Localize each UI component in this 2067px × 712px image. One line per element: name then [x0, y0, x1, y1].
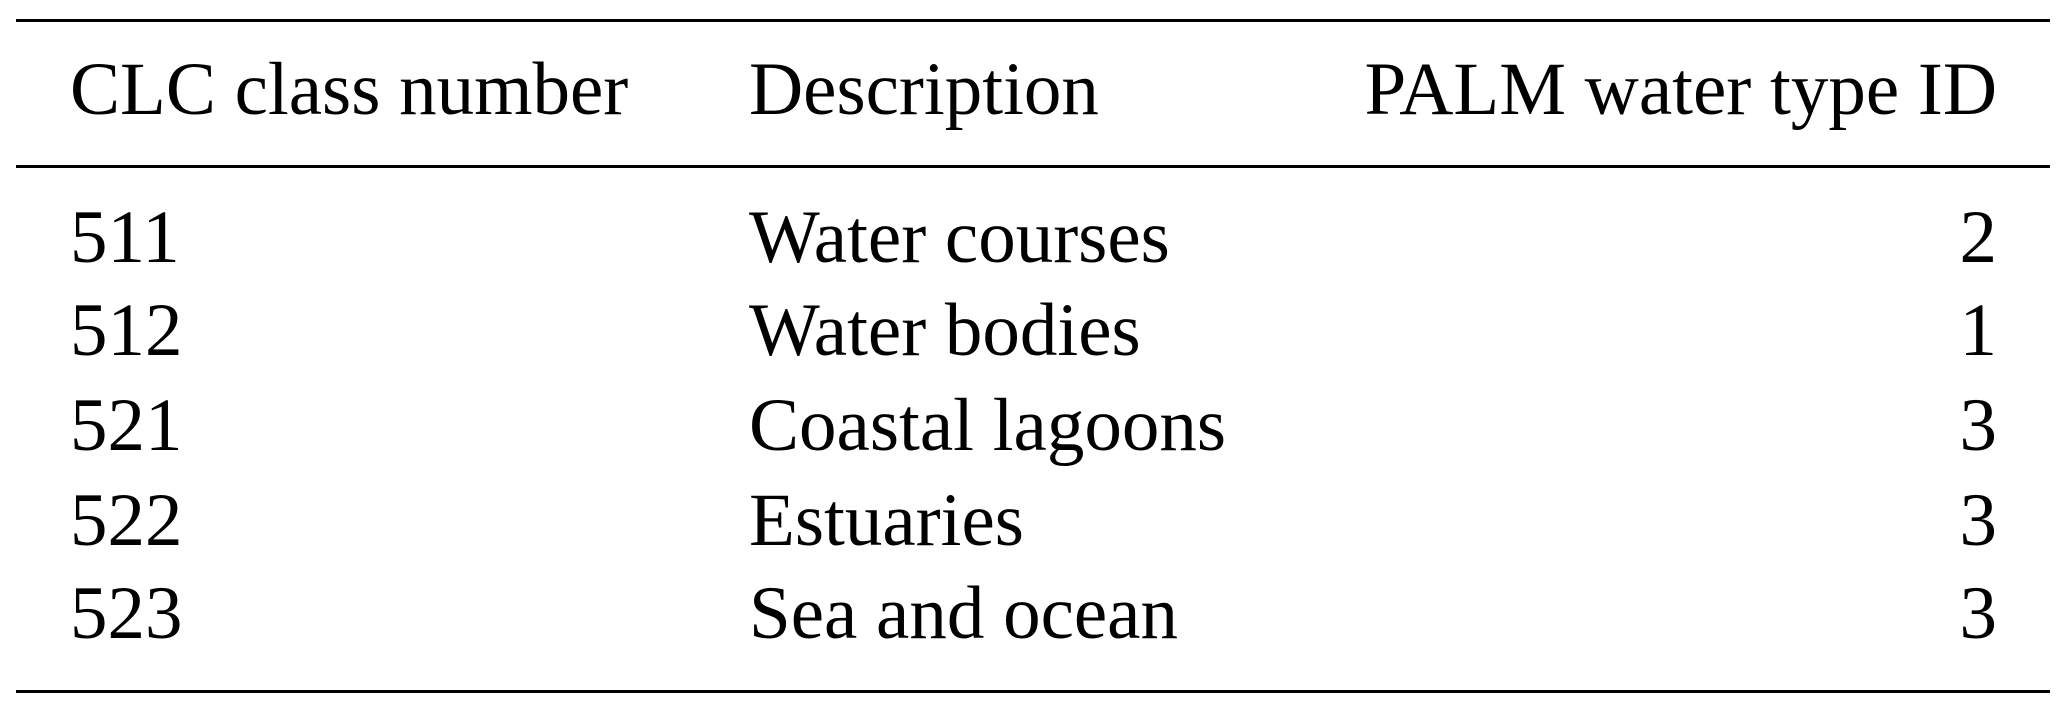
cell-water-type-id: 2 — [1959, 196, 1998, 279]
header-description: Description — [749, 48, 1099, 131]
cell-clc-class: 522 — [70, 479, 183, 562]
cell-clc-class: 511 — [70, 196, 180, 279]
cell-water-type-id: 3 — [1959, 572, 1998, 655]
cell-description: Estuaries — [749, 479, 1024, 562]
cell-clc-class: 523 — [70, 572, 183, 655]
header-rule — [16, 165, 2050, 168]
cell-description: Sea and ocean — [749, 572, 1178, 655]
cell-clc-class: 512 — [70, 289, 183, 372]
header-palm-water-type-id: PALM water type ID — [1364, 48, 1997, 131]
top-rule — [16, 19, 2050, 22]
cell-water-type-id: 1 — [1959, 289, 1998, 372]
cell-water-type-id: 3 — [1959, 479, 1998, 562]
bottom-rule — [16, 690, 2050, 693]
header-clc-class-number: CLC class number — [70, 48, 629, 131]
cell-description: Coastal lagoons — [749, 384, 1227, 467]
cell-description: Water bodies — [749, 289, 1141, 372]
cell-water-type-id: 3 — [1959, 384, 1998, 467]
cell-description: Water courses — [749, 196, 1170, 279]
cell-clc-class: 521 — [70, 384, 183, 467]
